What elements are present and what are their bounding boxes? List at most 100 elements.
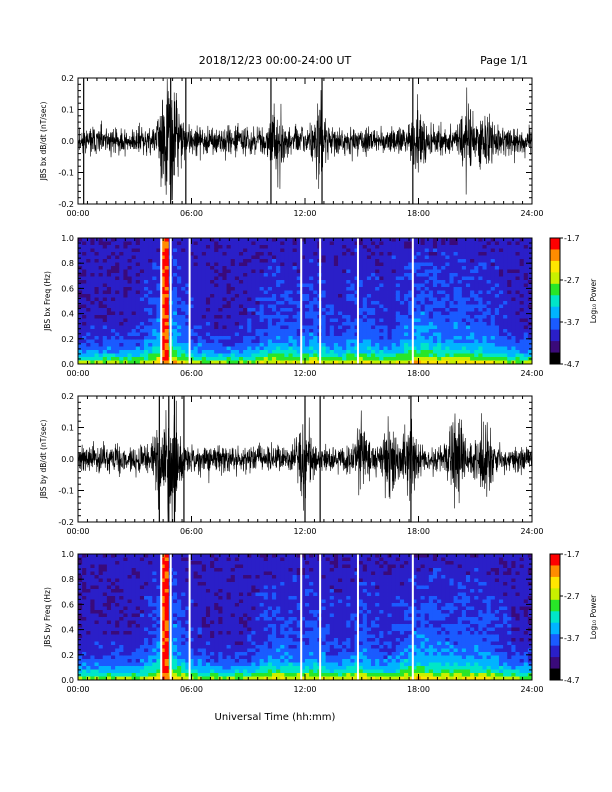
spectrogram-cell [329,301,335,305]
spectrogram-cell [523,350,529,354]
spectrogram-cell [515,287,521,291]
spectrogram-cell [98,585,104,590]
spectrogram-cell [362,241,368,246]
spectrogram-cell [441,318,446,323]
spectrogram-cell [189,273,194,277]
spectrogram-cell [465,294,471,298]
spectrogram-cell [358,262,364,267]
spectrogram-cell [498,241,504,246]
spectrogram-cell [255,259,260,263]
spectrogram-cell [98,617,104,621]
spectrogram-cell [90,315,95,319]
spectrogram-cell [144,266,149,270]
spectrogram-cell [441,280,446,284]
spectrogram-cell [201,248,207,253]
spectrogram-cell [461,336,467,340]
spectrogram-cell [210,301,215,305]
spectrogram-cell [135,252,141,256]
spectrogram-cell [267,315,273,319]
spectrogram-cell [366,350,372,354]
spectrogram-cell [420,318,426,323]
spectrogram-cell [127,564,133,569]
spectrogram-cell [205,318,211,323]
spectrogram-cell [111,571,116,576]
spectrogram-cell [329,290,335,295]
spectrogram-cell [94,568,100,572]
spectrogram-cell [338,315,343,319]
spectrogram-cell [82,571,87,576]
spectrogram-cell [106,360,112,365]
spectrogram-cell [271,294,277,298]
spectrogram-cell [486,241,492,246]
spectrogram-cell [106,297,112,302]
spectrogram-cell [387,255,393,260]
spectrogram-cell [98,332,104,337]
spectrogram-cell [234,297,240,302]
spectrogram-cell [470,290,475,295]
spectrogram-cell [98,627,104,632]
spectrogram-cell [177,332,182,337]
spectrogram-cell [82,248,87,253]
spectrogram-cell [428,360,434,365]
spectrogram-cell [280,294,285,298]
spectrogram-cell [354,255,360,260]
spectrogram-cell [404,269,409,274]
spectrogram-cell [391,308,397,312]
spectrogram-cell [358,280,364,284]
spectrogram-cell [445,329,450,333]
spectrogram-cell [288,343,294,347]
spectrogram-cell [387,315,393,319]
spectrogram-cell [181,287,186,291]
spectrogram-cell [193,339,199,344]
spectrogram-cell [230,252,236,256]
x-tick-label: 18:00 [407,527,430,536]
spectrogram-cell [172,259,178,263]
spectrogram-cell [329,238,335,242]
spectrogram-cell [309,297,314,302]
spectrogram-cell [503,252,508,256]
spectrogram-cell [358,308,364,312]
spectrogram-cell [86,631,91,635]
spectrogram-cell [131,585,137,590]
spectrogram-cell [329,315,335,319]
spectrogram-cell [193,238,199,242]
spectrogram-cell [164,287,170,291]
spectrogram-cell [503,308,508,312]
spectrogram-cell [346,241,351,246]
spectrogram-cell [408,266,413,270]
spectrogram-cell [160,357,166,361]
spectrogram-cell [515,318,521,323]
spectrogram-cell [247,346,252,351]
spectrogram-cell [445,336,450,340]
spectrogram-cell [457,304,463,309]
spectrogram-cell [288,308,294,312]
spectrogram-cell [288,346,294,351]
spectrogram-cell [189,332,194,337]
spectrogram-cell [172,308,178,312]
spectrogram-cell [152,241,157,246]
spectrogram-cell [251,262,256,267]
spectrogram-cell [342,339,347,344]
spectrogram-cell [86,346,91,351]
spectrogram-cell [300,290,306,295]
spectrogram-cell [441,276,446,281]
spectrogram-cell [346,283,351,288]
spectrogram-cell [86,589,91,593]
spectrogram-cell [527,262,533,267]
spectrogram-cell [527,287,533,291]
spectrogram-cell [234,329,240,333]
spectrogram-cell [313,294,318,298]
spectrogram-cell [139,262,145,267]
spectrogram-cell [181,290,186,295]
spectrogram-cell [156,308,161,312]
spectrogram-cell [284,332,289,337]
spectrogram-cell [94,353,100,358]
spectrogram-cell [309,283,314,288]
spectrogram-cell [399,353,405,358]
spectrogram-cell [131,304,137,309]
spectrogram-cell [383,297,388,302]
spectrogram-cell [98,645,104,649]
spectrogram-cell [90,294,95,298]
spectrogram-cell [280,245,285,249]
spectrogram-cell [90,301,95,305]
